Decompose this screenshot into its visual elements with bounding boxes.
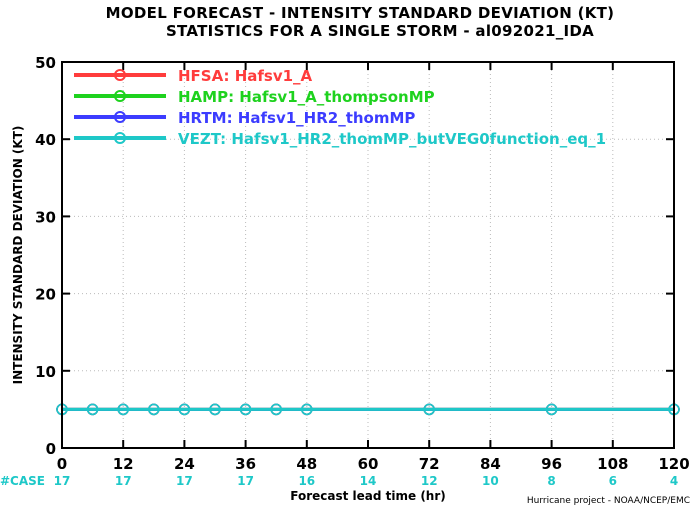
x-tick-label: 120 [658, 455, 689, 473]
x-tick-label: 84 [480, 455, 501, 473]
series-lines [56, 403, 680, 416]
legend-label: HAMP: Hafsv1_A_thompsonMP [178, 88, 435, 106]
y-tick-label: 20 [35, 286, 56, 304]
y-tick-label: 50 [35, 54, 56, 72]
legend-label: VEZT: Hafsv1_HR2_thomMP_butVEG0function_… [178, 130, 606, 148]
legend: HFSA: Hafsv1_A HAMP: Hafsv1_A_thompsonMP H… [74, 67, 606, 148]
legend-label: HFSA: Hafsv1_A [178, 67, 313, 85]
data-point [178, 403, 191, 416]
x-tick-label: 60 [358, 455, 379, 473]
case-count: 17 [237, 474, 254, 488]
case-count: 6 [609, 474, 617, 488]
credit-text: Hurricane project - NOAA/NCEP/EMC [527, 496, 690, 506]
y-tick-label: 10 [35, 363, 56, 381]
legend-marker [114, 90, 126, 102]
y-tick-label: 0 [46, 440, 56, 458]
case-count: 16 [298, 474, 315, 488]
case-count: 17 [176, 474, 193, 488]
chart-subtitle: STATISTICS FOR A SINGLE STORM - al092021… [166, 22, 594, 40]
case-count: 8 [547, 474, 555, 488]
x-tick-label: 96 [541, 455, 562, 473]
y-ticks: 0 10 20 30 40 50 [35, 54, 674, 458]
data-point [270, 403, 282, 416]
case-label: #CASE [0, 474, 45, 488]
data-point [239, 403, 252, 416]
y-tick-label: 30 [35, 208, 56, 226]
x-axis-label: Forecast lead time (hr) [290, 489, 446, 503]
legend-marker [114, 132, 126, 144]
case-count: 14 [360, 474, 377, 488]
data-point [545, 403, 558, 416]
x-tick-label: 0 [57, 455, 67, 473]
legend-marker [114, 69, 126, 81]
data-point [148, 403, 160, 416]
case-count: 4 [670, 474, 678, 488]
x-tick-label: 108 [597, 455, 628, 473]
chart-title: MODEL FORECAST - INTENSITY STANDARD DEVI… [106, 4, 615, 22]
data-point [117, 403, 129, 416]
case-count: 12 [421, 474, 438, 488]
x-tick-label: 24 [174, 455, 195, 473]
data-point [209, 403, 221, 416]
case-count: 17 [115, 474, 132, 488]
case-counts: #CASE 17 17 17 17 16 14 12 10 8 6 4 [0, 474, 678, 488]
grid [61, 61, 675, 449]
case-count: 10 [482, 474, 499, 488]
x-tick-label: 72 [419, 455, 440, 473]
x-ticks: 0 12 24 36 48 60 72 84 96 108 120 [57, 62, 690, 473]
x-tick-label: 48 [296, 455, 317, 473]
y-tick-label: 40 [35, 131, 56, 149]
legend-marker [114, 111, 126, 123]
x-tick-label: 12 [113, 455, 134, 473]
case-count: 17 [54, 474, 71, 488]
x-tick-label: 36 [235, 455, 256, 473]
data-point [86, 403, 99, 416]
data-point [301, 403, 313, 416]
data-point [423, 403, 435, 416]
y-axis-label: INTENSITY STANDARD DEVIATION (KT) [11, 126, 25, 385]
legend-label: HRTM: Hafsv1_HR2_thomMP [178, 109, 415, 127]
